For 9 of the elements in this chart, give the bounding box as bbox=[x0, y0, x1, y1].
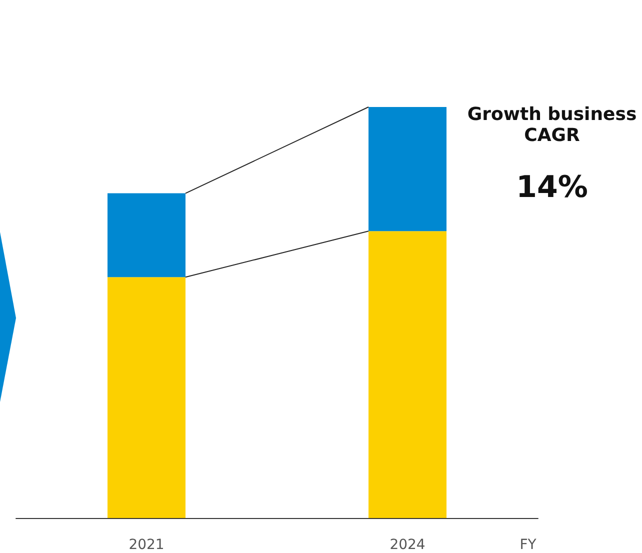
x-tick-label: 2021 bbox=[128, 537, 164, 553]
bar bbox=[108, 277, 186, 518]
bar bbox=[368, 231, 446, 518]
annotation: Growth business CAGR bbox=[466, 104, 638, 146]
annotation: 14% bbox=[515, 170, 589, 205]
x-axis-title: FY bbox=[520, 537, 537, 553]
x-tick-label: 2024 bbox=[390, 537, 426, 553]
bar bbox=[368, 107, 446, 232]
bar bbox=[108, 193, 186, 278]
